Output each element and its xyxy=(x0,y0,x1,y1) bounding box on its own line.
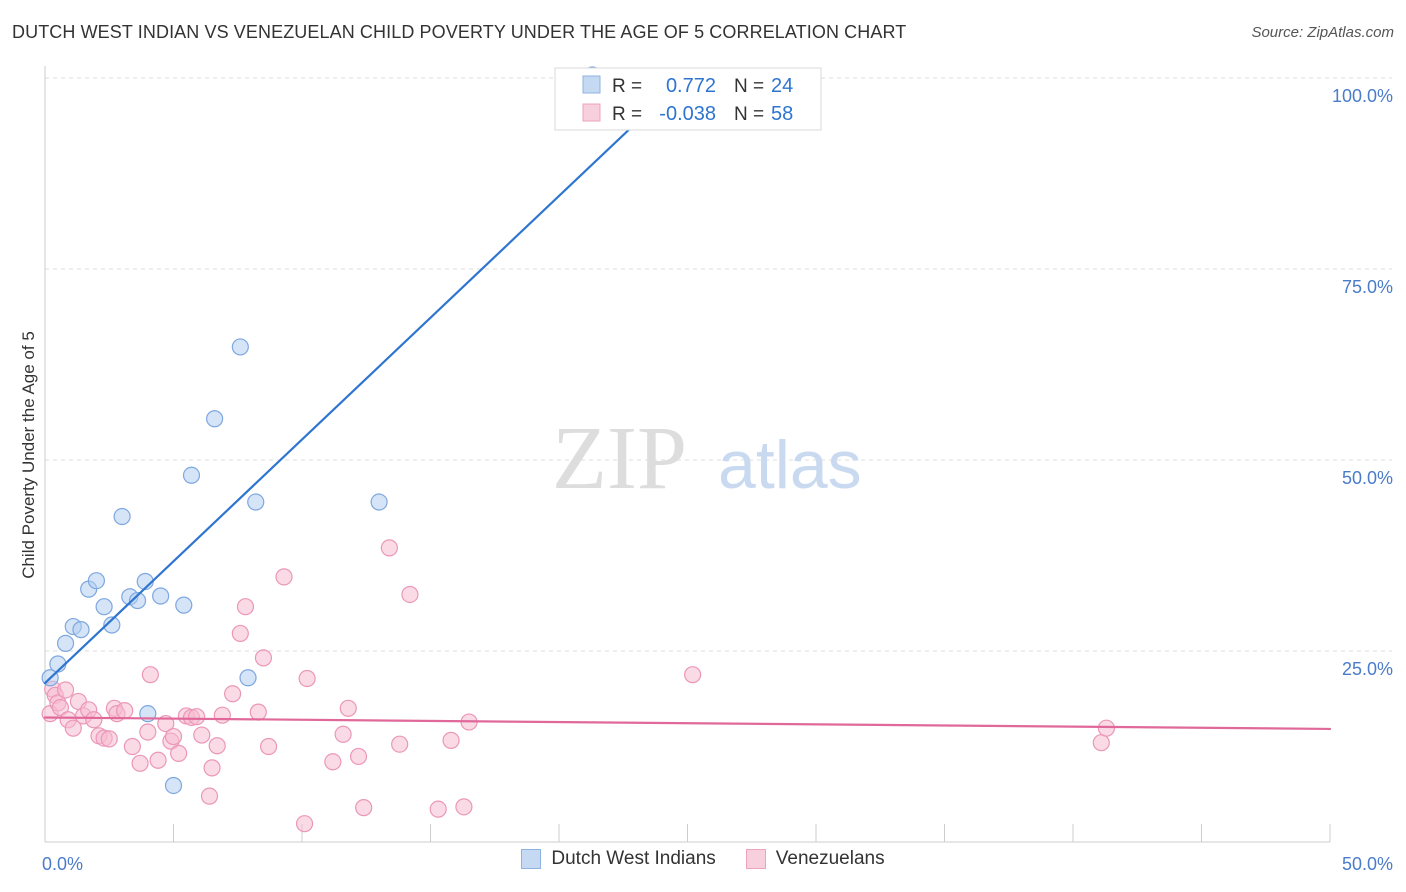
venezuelans-point-11 xyxy=(85,711,103,729)
dutch-west-indians-point-4 xyxy=(72,621,90,639)
x-tick-label-start: 0.0% xyxy=(42,854,83,874)
venezuelans-point-56 xyxy=(684,666,702,684)
venezuelans-point-35 xyxy=(224,685,242,703)
stats-blue-r-label: R = xyxy=(612,76,642,97)
venezuelans-trend-line xyxy=(43,716,1332,731)
legend-swatch-pink xyxy=(745,849,766,869)
venezuelans-point-18 xyxy=(123,737,141,756)
watermark-zip: ZIP xyxy=(552,409,687,508)
dutch-west-indians-point-11 xyxy=(128,591,147,610)
venezuelans-point-26 xyxy=(170,744,188,762)
dutch-west-indians-point-16 xyxy=(175,596,193,614)
dutch-west-indians-points xyxy=(41,66,602,795)
stats-blue-n-label: N = xyxy=(734,76,764,97)
venezuelans-point-21 xyxy=(141,666,159,684)
venezuelans-point-14 xyxy=(100,730,118,748)
venezuelans-point-57 xyxy=(1092,734,1110,752)
venezuelans-point-37 xyxy=(236,598,255,616)
venezuelans-point-19 xyxy=(131,754,149,772)
stats-blue-swatch xyxy=(582,75,601,94)
stats-pink-r-value: -0.038 xyxy=(659,103,716,125)
venezuelans-point-51 xyxy=(401,585,419,604)
dutch-west-indians-point-20 xyxy=(239,669,257,687)
stats-blue-r-value: 0.772 xyxy=(666,75,716,97)
legend-label-dutch-west-indians: Dutch West Indians xyxy=(551,848,716,869)
y-axis-label: Child Poverty Under the Age of 5 xyxy=(19,331,38,579)
stats-pink-n-value: 58 xyxy=(771,103,793,125)
stats-box: R = 0.772 N = 24 R = -0.038 N = 58 xyxy=(554,67,822,131)
dutch-west-indians-point-15 xyxy=(164,776,183,795)
y-tick-label-100: 100.0% xyxy=(1332,86,1393,106)
trend-lines xyxy=(43,73,1332,731)
venezuelans-point-7 xyxy=(64,719,82,737)
venezuelans-point-32 xyxy=(203,759,221,777)
grid-layer xyxy=(45,77,1392,652)
venezuelans-point-34 xyxy=(213,706,231,724)
dutch-west-indians-trend-line xyxy=(43,73,689,685)
venezuelans-point-4 xyxy=(51,698,70,717)
dutch-west-indians-point-7 xyxy=(95,598,113,616)
axis-layer: 25.0% 50.0% 75.0% 100.0% 0.0% 50.0% xyxy=(42,66,1393,874)
legend-item-dutch-west-indians[interactable]: Dutch West Indians xyxy=(521,848,716,870)
y-tick-label-25: 25.0% xyxy=(1342,659,1393,679)
venezuelans-point-48 xyxy=(355,799,373,817)
dutch-west-indians-point-19 xyxy=(231,338,249,356)
venezuelans-point-41 xyxy=(275,568,293,586)
stats-pink-n-label: N = xyxy=(734,104,764,125)
dutch-west-indians-point-22 xyxy=(370,493,388,511)
venezuelans-point-54 xyxy=(455,798,473,816)
chart-title: DUTCH WEST INDIAN VS VENEZUELAN CHILD PO… xyxy=(12,22,907,42)
venezuelans-point-36 xyxy=(231,624,249,643)
y-tick-label-50: 50.0% xyxy=(1342,468,1393,488)
venezuelans-points xyxy=(41,539,1116,833)
venezuelans-point-45 xyxy=(334,725,352,743)
dutch-west-indians-point-21 xyxy=(247,493,265,511)
venezuelans-point-47 xyxy=(349,747,368,766)
dutch-west-indians-point-2 xyxy=(56,634,75,652)
venezuelans-point-58 xyxy=(1097,719,1116,737)
watermark: ZIP atlas xyxy=(552,409,862,508)
venezuelans-point-17 xyxy=(116,701,134,720)
legend-item-venezuelans[interactable]: Venezuelans xyxy=(745,848,885,870)
legend: Dutch West Indians Venezuelans xyxy=(0,848,1406,870)
dutch-west-indians-point-14 xyxy=(152,587,170,605)
venezuelans-point-38 xyxy=(249,703,267,721)
venezuelans-point-46 xyxy=(339,699,357,717)
venezuelans-point-29 xyxy=(188,708,206,726)
venezuelans-point-25 xyxy=(164,727,183,746)
venezuelans-point-42 xyxy=(298,669,316,688)
dutch-west-indians-point-18 xyxy=(206,410,224,428)
venezuelans-point-30 xyxy=(193,726,211,744)
venezuelans-point-39 xyxy=(254,649,273,667)
venezuelans-point-33 xyxy=(208,737,226,755)
stats-pink-r-label: R = xyxy=(612,104,642,125)
venezuelans-point-44 xyxy=(324,753,342,771)
venezuelans-point-22 xyxy=(149,751,167,769)
legend-label-venezuelans: Venezuelans xyxy=(775,848,885,869)
watermark-atlas: atlas xyxy=(718,427,862,503)
stats-blue-n-value: 24 xyxy=(771,75,793,97)
dutch-west-indians-point-8 xyxy=(103,616,121,634)
x-tick-label-end: 50.0% xyxy=(1342,854,1393,874)
dutch-west-indians-point-9 xyxy=(113,507,131,526)
venezuelans-point-43 xyxy=(295,815,314,833)
stats-pink-swatch xyxy=(582,103,601,122)
legend-swatch-blue xyxy=(521,849,542,869)
chart-source: Source: ZipAtlas.com xyxy=(1251,24,1394,41)
venezuelans-point-5 xyxy=(56,681,75,699)
venezuelans-point-40 xyxy=(259,737,278,756)
dutch-west-indians-point-17 xyxy=(182,466,201,484)
venezuelans-point-20 xyxy=(139,723,157,741)
dutch-west-indians-point-6 xyxy=(87,572,106,590)
venezuelans-point-52 xyxy=(429,800,447,818)
venezuelans-point-31 xyxy=(200,787,219,805)
venezuelans-point-49 xyxy=(380,539,398,557)
venezuelans-point-53 xyxy=(442,731,460,749)
y-tick-label-75: 75.0% xyxy=(1342,277,1393,297)
venezuelans-point-50 xyxy=(391,735,409,753)
